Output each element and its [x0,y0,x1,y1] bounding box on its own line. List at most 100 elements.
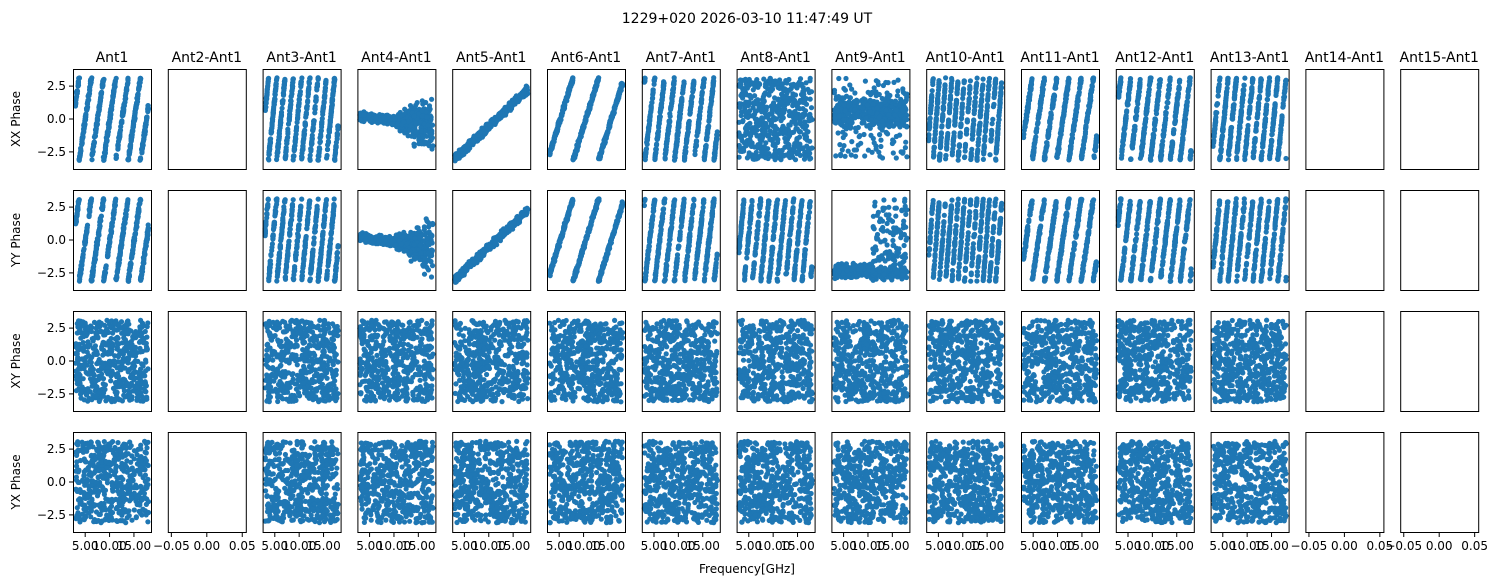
data-point [760,117,765,122]
data-point [986,92,991,97]
data-point [746,109,751,114]
data-point [739,136,744,141]
data-point [833,153,838,158]
data-point [763,155,768,160]
data-point [989,137,994,142]
data-point [290,80,295,85]
data-point [270,117,275,122]
data-point [743,126,748,131]
data-point [494,118,499,123]
data-point [136,86,141,91]
data-point [141,133,146,138]
data-point [895,88,900,93]
data-point [933,131,938,136]
data-point [301,139,306,144]
data-point [800,100,805,105]
data-point [848,124,853,129]
data-point [325,147,330,152]
data-point [311,119,316,124]
data-point [754,77,759,82]
data-point [754,150,759,155]
data-point [740,149,745,154]
data-point [408,123,413,128]
data-point [935,93,940,98]
data-point [673,149,678,154]
data-point [305,100,310,105]
data-point [642,76,647,81]
column-title: Ant6-Ant1 [551,50,621,66]
data-point [518,95,523,100]
data-point [904,92,909,97]
data-point [935,105,940,110]
data-point [836,76,841,81]
data-point [836,130,841,135]
data-point [779,152,784,157]
data-point [997,117,1002,122]
data-point [676,130,681,135]
data-point [763,140,768,145]
data-point [684,138,689,143]
data-point [423,140,428,145]
y-tick-label: −2.5 [37,145,66,159]
data-point [646,126,651,131]
data-point [561,106,566,111]
data-point [285,129,290,134]
data-point [807,147,812,152]
data-point [94,122,99,127]
data-point [706,119,711,124]
data-point [694,138,699,143]
data-point [672,75,677,80]
data-point [877,154,882,159]
data-point [284,141,289,146]
data-point [938,144,943,149]
column-title: Ant5-Ant1 [456,50,526,66]
data-point [970,136,975,141]
data-point [800,115,805,120]
data-point [103,150,108,155]
data-point [711,83,716,88]
data-point [331,89,336,94]
data-point [972,108,977,113]
data-point [998,101,1003,106]
data-point [761,129,766,134]
data-point [78,149,83,154]
data-point [425,123,430,128]
data-point [941,107,946,112]
data-point [873,89,878,94]
data-point [428,132,433,137]
data-point [522,90,527,95]
data-point [712,151,717,156]
data-point [795,141,800,146]
column-title: Ant3-Ant1 [266,50,336,66]
y-axis-label: XX Phase [9,91,23,147]
data-point [860,120,865,125]
data-point [412,114,417,119]
data-point [787,109,792,114]
data-point [768,88,773,93]
data-point [670,87,675,92]
data-point [315,82,320,87]
data-point [660,92,665,97]
data-point [266,157,271,162]
data-point [702,157,707,162]
data-point [750,125,755,130]
data-point [955,90,960,95]
data-point [76,79,81,84]
data-point [878,102,883,107]
data-point [104,138,109,143]
data-point [89,157,94,162]
data-point [750,81,755,86]
data-point [74,94,79,99]
data-point [103,143,108,148]
data-point [846,149,851,154]
data-point [897,133,902,138]
data-point [334,144,339,149]
data-point [784,80,789,85]
data-point [610,114,615,119]
data-point [603,135,608,140]
data-point [429,146,434,151]
data-point [703,144,708,149]
data-point [79,142,84,147]
data-point [332,76,337,81]
data-point [929,98,934,103]
